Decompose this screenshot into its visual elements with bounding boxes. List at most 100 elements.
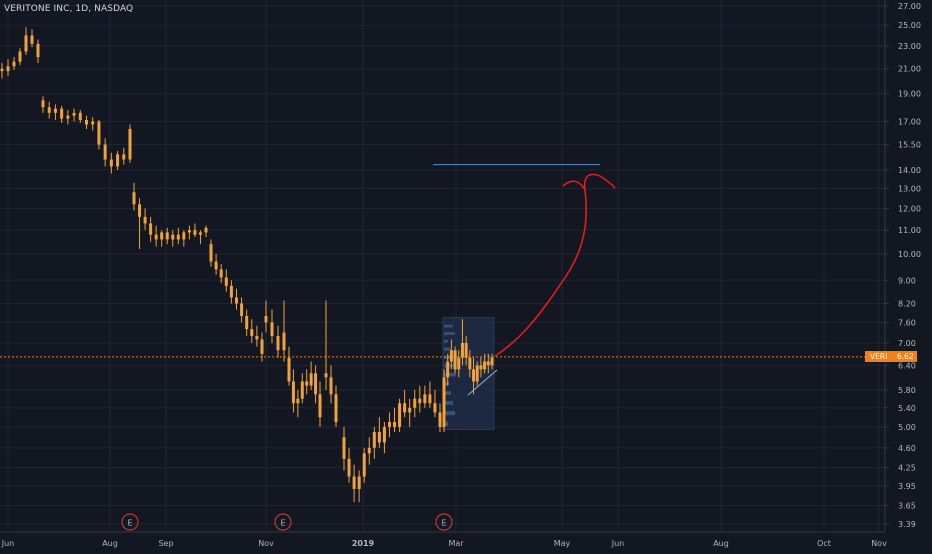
candle-body (367, 447, 371, 454)
candle-body (334, 394, 338, 423)
x-tick-label: Nov (258, 539, 274, 548)
volume-profile-bar (444, 372, 456, 377)
symbol-title: VERITONE INC, 1D, NASDAQ (4, 4, 134, 14)
x-tick-label: Nov (871, 539, 887, 548)
volume-profile-box (442, 317, 495, 430)
candle-body (357, 476, 361, 490)
candle-body (342, 437, 346, 459)
candle-body (85, 120, 88, 125)
y-tick-label: 9.00 (898, 276, 916, 285)
time-axis: Jun Aug Sep Nov 2019 Mar May Jun Aug Oct Nov (1, 539, 887, 548)
earnings-marker-circle (274, 513, 292, 531)
candle-body (372, 432, 376, 448)
x-tick-label: Aug (102, 539, 118, 548)
x-tick-label: Oct (817, 539, 831, 548)
candle-body (457, 357, 461, 370)
volume-profile-bar (444, 391, 451, 396)
candle-body (235, 297, 238, 304)
candle-body (18, 51, 22, 62)
candle-body (250, 329, 254, 336)
y-tick-label: 21.00 (898, 65, 921, 74)
projection-arrow (494, 173, 616, 357)
candle-body (122, 154, 126, 160)
volume-profile-bar (444, 324, 453, 328)
candle-body (132, 192, 136, 205)
candle-body (60, 108, 64, 119)
y-tick-label: 3.95 (898, 482, 916, 491)
candle-body (41, 100, 45, 108)
candle-body (387, 422, 391, 427)
candle-body (300, 381, 304, 399)
candle-body (362, 453, 366, 477)
candle-body (154, 234, 158, 240)
earnings-marker-circle (121, 513, 139, 531)
candle-body (398, 403, 402, 427)
candle-body (433, 403, 437, 413)
support-trendline (467, 369, 498, 396)
x-tick-label: Mar (448, 539, 464, 548)
candle-body (187, 230, 191, 233)
candle-body (428, 394, 432, 404)
candle-body (423, 394, 427, 404)
candle-body (453, 350, 457, 370)
candle-body (109, 159, 113, 167)
y-tick-label: 7.60 (898, 318, 916, 327)
current-price-tag: VERI 6.62 (865, 351, 917, 362)
candle-body (318, 394, 322, 418)
y-tick-label: 14.00 (898, 166, 921, 175)
candle-body (245, 315, 249, 330)
price-axis: 27.00 25.00 23.00 21.00 19.00 17.00 15.50 14.00… (885, 2, 921, 529)
candle-body (116, 154, 120, 167)
candle-body (182, 232, 186, 240)
candle-body (176, 234, 180, 240)
y-tick-label: 10.00 (898, 250, 921, 259)
candle-body (418, 398, 422, 404)
earnings-marker-label: E (441, 519, 446, 528)
volume-profile-bar (444, 381, 449, 386)
y-tick-label: 19.00 (898, 90, 921, 99)
y-tick-label: 5.40 (898, 404, 916, 413)
candle-body (309, 373, 313, 386)
x-tick-label: Jun (611, 539, 625, 548)
volume-profile-bar (444, 421, 448, 426)
candle-body (329, 377, 333, 395)
candle-body (438, 412, 442, 427)
candle-body (270, 322, 274, 336)
candle-body (103, 144, 107, 160)
candle-body (472, 369, 476, 382)
x-tick-label: Sep (158, 539, 173, 548)
candle-body (138, 204, 142, 217)
candle-body (382, 426, 386, 443)
candle-body (264, 315, 268, 323)
candle-body (224, 277, 228, 286)
earnings-marker-label: E (127, 519, 132, 528)
candle-body (128, 128, 132, 160)
candle-body (442, 377, 446, 427)
price-tag-value: 6.62 (897, 352, 914, 361)
x-tick-label: 2019 (352, 539, 375, 548)
candle-body (291, 381, 295, 404)
candle-body (475, 365, 479, 382)
candle-body (193, 230, 197, 235)
earnings-marker-circle (435, 513, 453, 531)
candle-body (47, 107, 51, 113)
candle-body (282, 332, 286, 351)
candle-body (6, 66, 10, 72)
y-tick-label: 15.50 (898, 141, 921, 150)
y-tick-label: 5.00 (898, 423, 916, 432)
y-tick-label: 6.40 (898, 361, 916, 370)
y-tick-label: 17.00 (898, 117, 921, 126)
candle-body (72, 112, 76, 116)
candle-body (408, 407, 412, 413)
candle-body (149, 223, 153, 235)
y-tick-label: 23.00 (898, 42, 921, 51)
candle-body (287, 357, 291, 382)
candle-body (347, 458, 351, 477)
volume-profile-bar (444, 347, 450, 351)
candle-body (36, 43, 40, 58)
candle-body (240, 303, 244, 316)
candle-body (479, 365, 483, 370)
